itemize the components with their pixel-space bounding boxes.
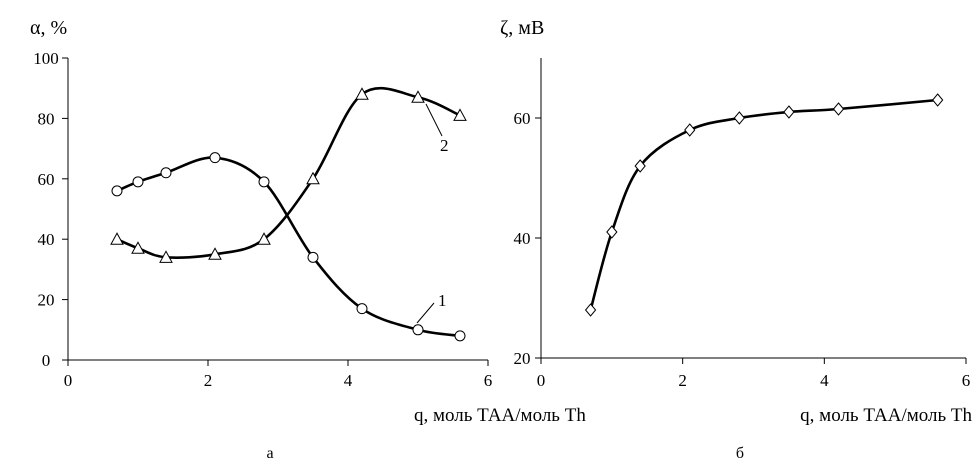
x-tick-label: 2 — [678, 371, 687, 390]
data-point — [783, 105, 795, 119]
x-tick-label: 4 — [820, 371, 829, 390]
y-tick-label: 100 — [33, 49, 59, 68]
data-point — [733, 111, 745, 125]
y-tick-label: 20 — [38, 291, 55, 310]
series-line-1 — [115, 156, 462, 338]
y-tick-label: 40 — [514, 229, 531, 248]
data-point — [606, 225, 618, 239]
y-tick-label: 0 — [42, 351, 51, 370]
x-axis-title-a: q, моль ТАА/моль Th — [414, 405, 586, 426]
data-point — [453, 108, 467, 121]
x-tick-label: 2 — [204, 371, 213, 390]
data-point — [832, 102, 845, 116]
data-point — [684, 123, 696, 137]
y-tick-label: 80 — [38, 109, 55, 128]
data-point — [307, 251, 319, 263]
data-point — [159, 250, 173, 263]
y-tick-label: 20 — [514, 349, 531, 368]
series-label-1: 1 — [438, 291, 447, 310]
data-point — [160, 167, 172, 179]
y-tick-label: 60 — [514, 109, 531, 128]
y-tick-label: 60 — [38, 170, 55, 189]
x-tick-label: 0 — [537, 371, 546, 390]
data-point — [932, 93, 944, 107]
x-tick-label: 4 — [344, 371, 353, 390]
data-point — [356, 303, 368, 315]
caption-a: а — [266, 445, 273, 462]
series-line-2 — [115, 86, 462, 259]
data-point — [584, 303, 597, 317]
data-point — [209, 152, 221, 164]
series-leader-2 — [425, 103, 443, 137]
y-tick-label: 40 — [38, 230, 55, 249]
data-point — [131, 241, 145, 254]
y-axis-title-a: α, % — [30, 17, 67, 39]
data-point — [412, 324, 424, 336]
x-tick-label: 6 — [962, 371, 971, 390]
data-point — [111, 185, 123, 197]
chart-panel-a: α, % q, моль ТАА/моль Th а 1 2 020406080… — [30, 17, 586, 462]
series-leader-1 — [416, 302, 435, 324]
data-point — [454, 330, 466, 342]
series-line-1 — [589, 98, 939, 312]
data-point — [355, 87, 369, 100]
data-point — [411, 90, 425, 103]
data-point — [208, 247, 222, 260]
x-tick-label: 0 — [64, 371, 73, 390]
data-point — [258, 176, 270, 188]
chart-panel-b: ζ, мВ q, моль ТАА/моль Th б 20 40 60 0 2 4 6 — [500, 17, 972, 462]
data-point — [306, 171, 320, 185]
series-label-2: 2 — [440, 136, 449, 155]
data-point — [110, 232, 124, 245]
data-point — [257, 232, 271, 245]
x-axis-title-b: q, моль ТАА/моль Th — [800, 405, 972, 426]
x-tick-label: 6 — [484, 371, 493, 390]
data-point — [132, 176, 144, 188]
data-point — [634, 159, 646, 173]
caption-b: б — [736, 445, 744, 462]
y-axis-title-b: ζ, мВ — [500, 17, 544, 39]
